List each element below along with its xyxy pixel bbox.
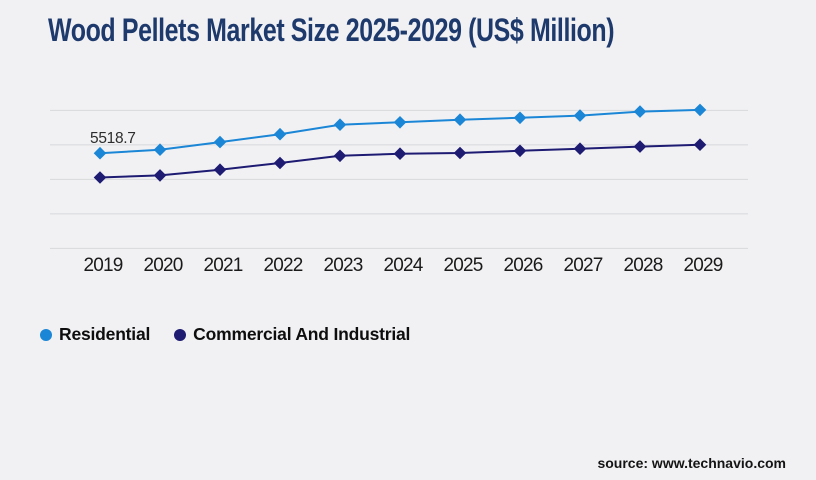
x-axis-label: 2019 (83, 255, 122, 276)
x-axis-label: 2028 (623, 255, 662, 276)
data-point-residential-2023 (333, 118, 347, 131)
source-attribution: source: www.technavio.com (597, 455, 786, 471)
x-axis-label: 2026 (503, 255, 542, 276)
x-axis-label: 2020 (143, 255, 182, 276)
x-axis-label: 2022 (263, 255, 302, 276)
commercial-legend-swatch-icon (174, 328, 187, 341)
residential-legend-swatch-icon (40, 328, 52, 341)
data-point-residential-2029 (693, 103, 707, 117)
legend-label-commercial-and-industrial: Commercial And Industrial (193, 324, 411, 344)
x-axis-label: 2021 (203, 255, 242, 276)
x-axis-label: 2029 (683, 255, 722, 276)
data-point-residential-2027 (573, 109, 587, 122)
data-point-residential-2022 (273, 127, 287, 141)
x-axis-label: 2023 (323, 255, 362, 276)
chart-title: Wood Pellets Market Size 2025-2029 (US$ … (48, 12, 615, 48)
legend-label-residential: Residential (59, 324, 151, 344)
data-point-commercial-and-industrial-2023 (333, 149, 347, 163)
data-point-residential-2026 (513, 111, 527, 125)
data-point-commercial-and-industrial-2021 (213, 163, 227, 176)
line-chart: 2019 2020 2021 2022 2023 2024 2025 2026 2027 2028… (50, 103, 748, 276)
data-point-commercial-and-industrial-2020 (153, 169, 167, 182)
data-point-commercial-and-industrial-2029 (693, 138, 707, 151)
legend: Residential Commercial And Industrial (40, 324, 410, 345)
data-point-residential-2021 (213, 135, 227, 149)
data-point-residential-2028 (633, 105, 647, 118)
x-axis-label: 2024 (383, 255, 423, 276)
data-point-commercial-and-industrial-2019 (93, 171, 107, 184)
data-point-commercial-and-industrial-2022 (273, 156, 287, 170)
data-point-residential-2019 (93, 146, 107, 160)
data-point-commercial-and-industrial-2026 (513, 144, 527, 158)
data-point-commercial-and-industrial-2028 (633, 140, 647, 153)
data-point-commercial-and-industrial-2025 (453, 146, 467, 160)
point-value-label: 5518.7 (90, 130, 136, 147)
data-point-commercial-and-industrial-2027 (573, 142, 587, 155)
data-point-commercial-and-industrial-2024 (393, 147, 407, 160)
x-axis-label: 2027 (563, 255, 602, 276)
x-axis-label: 2025 (443, 255, 482, 276)
legend-item-residential: Residential (40, 324, 150, 345)
legend-item-commercial-and-industrial: Commercial And Industrial (174, 324, 410, 345)
data-point-residential-2024 (393, 116, 407, 129)
data-point-residential-2025 (453, 113, 467, 126)
